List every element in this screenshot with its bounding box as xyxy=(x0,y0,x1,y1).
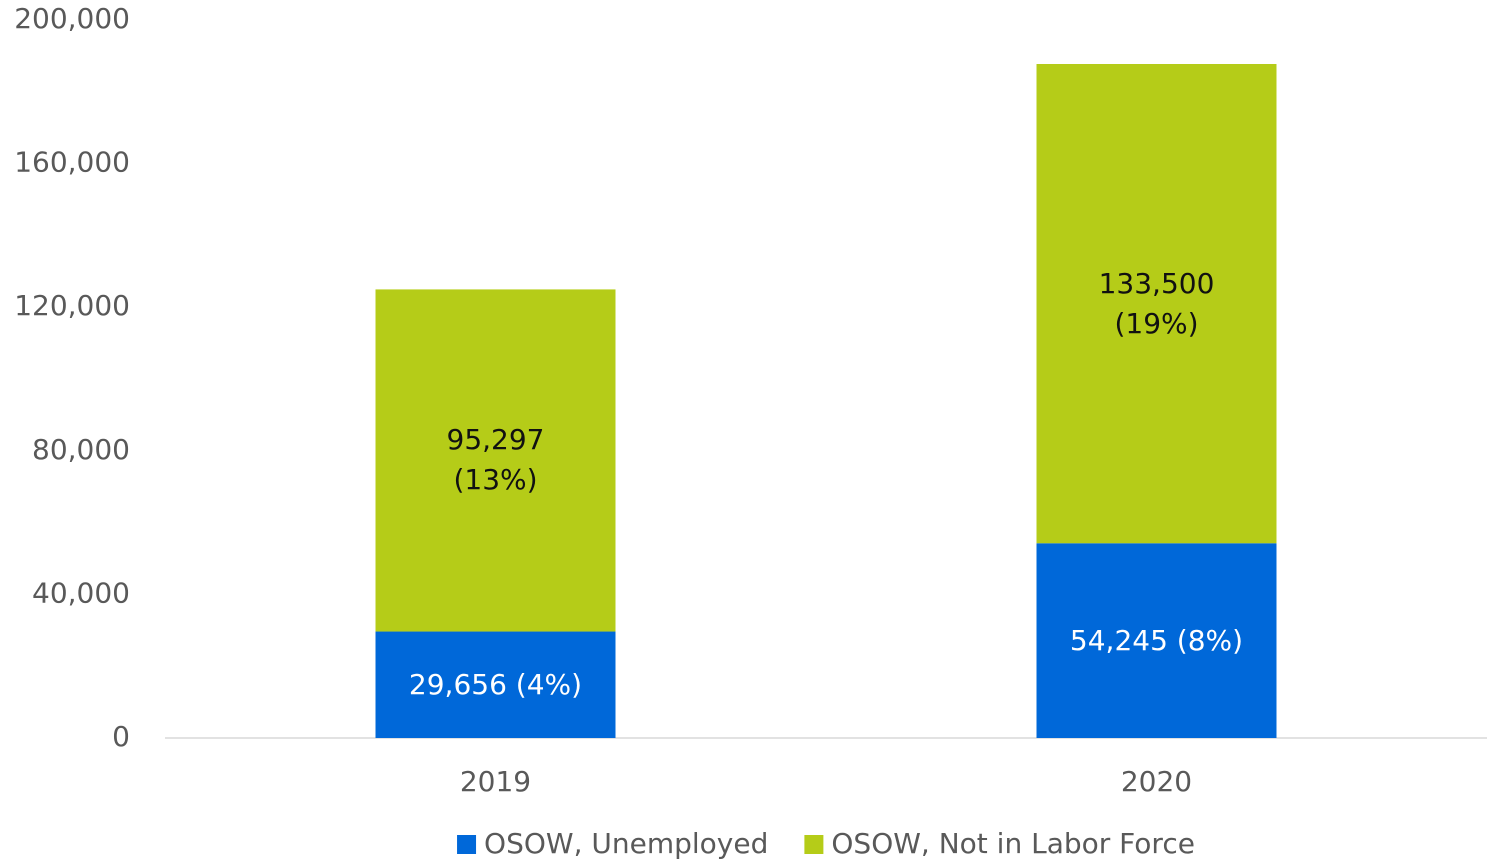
legend-swatch xyxy=(804,835,824,854)
y-tick-label: 80,000 xyxy=(32,433,130,466)
x-tick-label: 2019 xyxy=(460,765,531,798)
value-label: 29,656 (4%) xyxy=(408,667,583,701)
y-tick-label: 120,000 xyxy=(14,289,130,322)
value-label: 95,297 (13%) xyxy=(446,423,545,497)
value-label: 133,500 (19%) xyxy=(1098,266,1215,340)
bar-segment xyxy=(375,289,616,632)
y-tick-label: 40,000 xyxy=(32,576,130,609)
y-tick-label: 160,000 xyxy=(14,146,130,179)
value-label: 54,245 (8%) xyxy=(1069,623,1244,657)
legend-label: OSOW, Unemployed xyxy=(484,827,768,860)
y-tick-label: 0 xyxy=(112,720,130,753)
legend-label: OSOW, Not in Labor Force xyxy=(831,827,1195,860)
x-tick-label: 2020 xyxy=(1121,765,1192,798)
y-tick-label: 200,000 xyxy=(14,2,130,35)
bar-segment xyxy=(1036,63,1277,544)
legend-swatch xyxy=(457,835,477,854)
bar-segment xyxy=(1036,543,1277,738)
bar-segment xyxy=(375,631,616,738)
